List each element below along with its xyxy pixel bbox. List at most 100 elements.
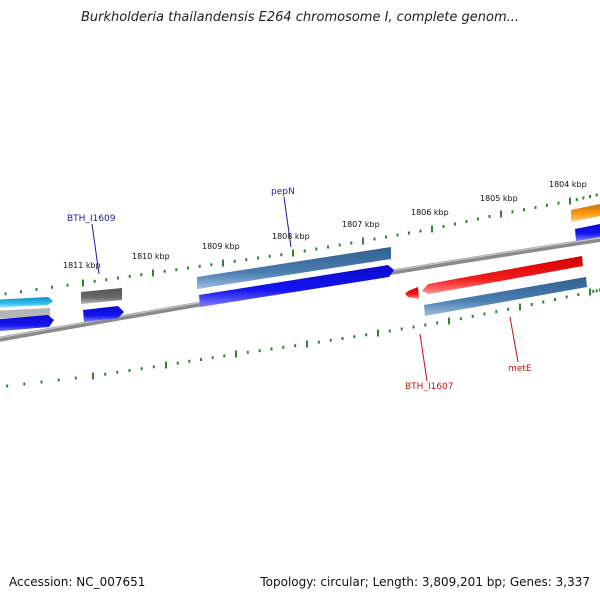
minor-tick <box>408 231 410 235</box>
major-tick <box>431 225 433 233</box>
minor-tick <box>542 300 545 304</box>
minor-tick <box>246 350 249 354</box>
gene-blue-rev-3[interactable] <box>199 265 394 307</box>
leader-bth-i1607 <box>419 333 428 382</box>
gene-label-bth-i1609[interactable]: BTH_I1609 <box>67 214 116 224</box>
minor-tick <box>534 206 537 209</box>
minor-tick <box>51 285 53 289</box>
minor-tick <box>257 256 259 260</box>
minor-tick <box>198 264 201 268</box>
minor-tick <box>187 266 189 270</box>
minor-tick <box>223 354 226 358</box>
gene-pepn[interactable] <box>197 247 391 289</box>
gene-label-pepn[interactable]: pepN <box>271 187 295 197</box>
ruler-label: 1810 kbp <box>132 252 170 261</box>
minor-tick <box>282 345 285 349</box>
minor-tick <box>436 321 439 325</box>
major-tick <box>569 197 571 205</box>
major-tick <box>306 340 308 348</box>
leader-pepn <box>283 196 292 248</box>
ruler-label: 1809 kbp <box>202 242 240 251</box>
minor-tick <box>66 283 69 287</box>
minor-tick <box>365 333 368 337</box>
minor-tick <box>424 323 427 327</box>
major-tick <box>235 350 237 358</box>
gene-bth-i1607[interactable] <box>405 287 419 299</box>
minor-tick <box>459 317 462 321</box>
minor-tick <box>140 367 143 371</box>
minor-tick <box>419 229 422 233</box>
gene-blue-rev-4[interactable] <box>575 222 600 241</box>
leader-mete <box>509 316 519 363</box>
minor-tick <box>353 335 356 339</box>
minor-tick <box>329 338 332 342</box>
minor-tick <box>270 347 273 351</box>
minor-tick <box>577 293 580 296</box>
minor-tick <box>442 225 445 228</box>
minor-tick <box>554 298 556 301</box>
accession-label: Accession: NC_007651 <box>9 575 146 589</box>
major-tick <box>292 249 294 257</box>
minor-tick <box>341 337 344 340</box>
minor-tick <box>523 208 525 212</box>
ruler-label: 1811 kbp <box>63 261 101 270</box>
minor-tick <box>258 349 261 353</box>
minor-tick <box>582 196 585 200</box>
minor-tick <box>589 195 591 198</box>
gene-gray-rev[interactable] <box>0 308 50 319</box>
major-tick <box>165 361 167 369</box>
major-tick <box>589 288 591 296</box>
minor-tick <box>595 289 598 293</box>
minor-tick <box>477 217 479 221</box>
minor-tick <box>57 378 60 382</box>
minor-tick <box>74 376 77 380</box>
minor-tick <box>495 310 498 314</box>
ruler-label: 1807 kbp <box>342 220 380 229</box>
minor-tick <box>592 289 595 293</box>
minor-tick <box>530 303 533 306</box>
gene-steel-rev[interactable] <box>424 277 587 316</box>
minor-tick <box>175 268 178 272</box>
minor-tick <box>546 203 548 207</box>
inner-tick-ring <box>6 288 600 388</box>
major-tick <box>152 269 154 277</box>
minor-tick <box>128 274 131 278</box>
gene-mete[interactable] <box>422 256 583 294</box>
major-tick <box>362 237 364 245</box>
minor-tick <box>511 210 514 214</box>
gene-blue-rev-1[interactable] <box>0 315 54 332</box>
minor-tick <box>350 241 353 245</box>
minor-tick <box>211 356 214 360</box>
summary-label: Topology: circular; Length: 3,809,201 bp… <box>260 575 590 589</box>
gene-label-mete[interactable]: metE <box>508 364 532 374</box>
minor-tick <box>303 249 306 253</box>
minor-tick <box>507 307 510 311</box>
major-tick <box>448 317 450 325</box>
major-tick <box>377 329 379 337</box>
minor-tick <box>557 201 560 205</box>
ruler-label: 1804 kbp <box>549 180 587 189</box>
minor-tick <box>245 258 248 262</box>
minor-tick <box>373 237 376 241</box>
minor-tick <box>454 222 456 226</box>
major-tick <box>82 279 84 287</box>
minor-tick <box>488 215 491 218</box>
minor-tick <box>338 243 341 247</box>
gene-blue-rev-2[interactable] <box>83 306 124 322</box>
minor-tick <box>575 198 578 201</box>
minor-tick <box>117 276 119 280</box>
minor-tick <box>317 340 320 344</box>
gene-cyan-fwd[interactable] <box>0 297 53 308</box>
minor-tick <box>23 382 26 386</box>
major-tick <box>519 303 521 311</box>
minor-tick <box>471 314 474 318</box>
minor-tick <box>200 358 202 361</box>
map-title: Burkholderia thailandensis E264 chromoso… <box>80 10 520 25</box>
gene-orange-fwd[interactable] <box>571 202 600 222</box>
gene-label-bth-i1607[interactable]: BTH_I1607 <box>405 382 454 392</box>
minor-tick <box>116 370 119 374</box>
gene-bth-i1609[interactable] <box>81 288 122 304</box>
minor-tick <box>483 312 486 316</box>
leader-bth-i1609 <box>91 223 100 275</box>
